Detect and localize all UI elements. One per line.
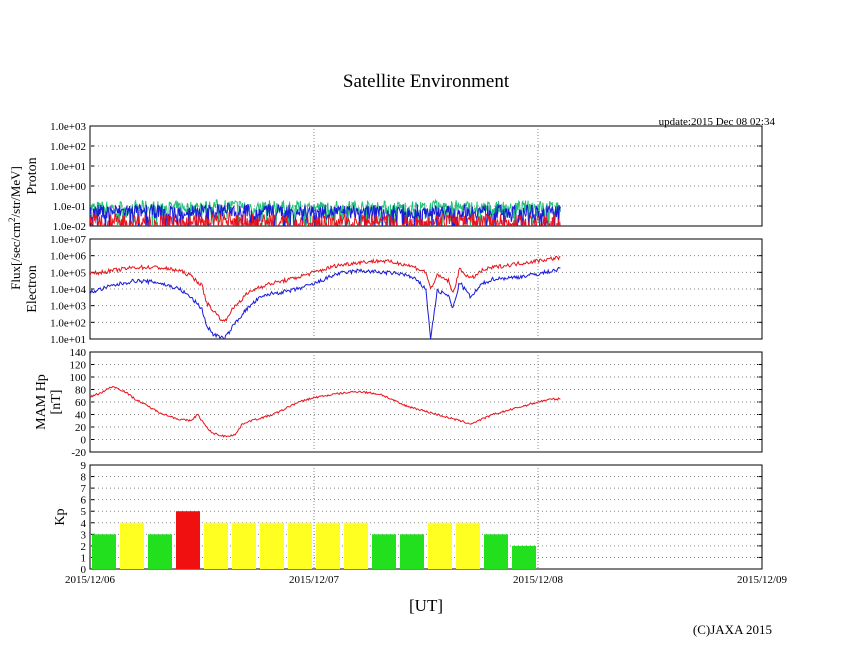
mam_hp-ytick-label: 20: [75, 422, 87, 434]
kp-ytick-label: 3: [81, 529, 87, 541]
proton-ytick-label: 1.0e+01: [50, 161, 86, 173]
kp-bar: [484, 534, 508, 569]
mam_hp-ytick-label: 60: [75, 397, 87, 409]
kp-bar: [120, 522, 144, 569]
flux-label-tail: /str/MeV]: [8, 166, 23, 217]
kp-bar: [316, 522, 340, 569]
x-tick-label: 2015/12/08: [513, 574, 564, 586]
kp-ytick-label: 2: [81, 541, 87, 553]
mam_hp-ylabel-unit: [nT]: [49, 390, 64, 415]
kp-ytick-label: 5: [81, 506, 87, 518]
electron-series-red: [90, 255, 561, 322]
copyright: (C)JAXA 2015: [693, 622, 772, 637]
proton-ytick-label: 1.0e-02: [53, 221, 86, 233]
mam_hp-ytick-label: 80: [75, 385, 87, 397]
kp-bar: [148, 534, 172, 569]
kp-bar: [428, 522, 452, 569]
mam_hp-ytick-label: 120: [70, 360, 87, 372]
x-tick-label: 2015/12/07: [289, 574, 340, 586]
electron-ytick-label: 1.0e+01: [50, 334, 86, 346]
kp-ytick-label: 9: [81, 460, 87, 472]
electron-ytick-label: 1.0e+05: [50, 267, 86, 279]
update-timestamp: update:2015 Dec 08 02:34: [659, 116, 776, 128]
electron-ytick-label: 1.0e+07: [50, 234, 86, 246]
kp-ytick-label: 7: [81, 483, 87, 495]
mam_hp-ytick-label: 140: [70, 347, 87, 359]
proton-series-red: [90, 211, 561, 226]
kp-ytick-label: 8: [81, 472, 87, 484]
kp-bar: [232, 522, 256, 569]
kp-bar: [512, 545, 536, 569]
mam_hp-series-red: [90, 385, 561, 438]
proton-ytick-label: 1.0e+02: [50, 141, 86, 153]
proton-ytick-label: 1.0e-01: [53, 201, 86, 213]
electron-ytick-label: 1.0e+06: [50, 251, 86, 263]
kp-ytick-label: 0: [81, 564, 87, 576]
electron-ytick-label: 1.0e+04: [50, 284, 86, 296]
proton-ytick-label: 1.0e+00: [50, 181, 86, 193]
proton-ytick-label: 1.0e+03: [50, 121, 86, 133]
plot-layer: 1.0e-02 1.0e-01 1.0e+00 1.0e+01 1.0e+02 1.0e+…: [25, 121, 788, 586]
chart-title: Satellite Environment: [343, 71, 510, 92]
kp-bar: [456, 522, 480, 569]
electron-ytick-label: 1.0e+03: [50, 301, 86, 313]
kp-bar: [204, 522, 228, 569]
mam_hp-ytick-label: -20: [71, 447, 86, 459]
kp-ytick-label: 4: [81, 518, 87, 530]
x-tick-label: 2015/12/06: [65, 574, 116, 586]
kp-bar: [260, 522, 284, 569]
kp-bar: [344, 522, 368, 569]
kp-bar: [176, 511, 200, 569]
kp-frame: [89, 464, 763, 570]
electron-ylabel: Electron: [25, 265, 40, 312]
x-axis-label: [UT]: [409, 596, 443, 615]
kp-ylabel: Kp: [53, 508, 68, 525]
flux-axis-label: Flux[/sec/cm2/str/MeV]: [7, 166, 23, 290]
kp-ytick-label: 6: [81, 495, 87, 507]
mam_hp-ytick-label: 0: [81, 435, 87, 447]
proton-ylabel: Proton: [25, 157, 40, 194]
kp-bar: [400, 534, 424, 569]
flux-label-superscript: 2: [7, 217, 17, 222]
kp-bar: [92, 534, 116, 569]
kp-bar: [372, 534, 396, 569]
kp-bar: [288, 522, 312, 569]
mam_hp-ytick-label: 100: [70, 372, 87, 384]
mam_hp-ytick-label: 40: [75, 410, 87, 422]
x-tick-label: 2015/12/09: [737, 574, 788, 586]
mam_hp-ylabel: MAM Hp: [34, 374, 49, 430]
electron-series-blue: [90, 266, 561, 339]
kp-ytick-label: 1: [81, 552, 87, 564]
electron-ytick-label: 1.0e+02: [50, 317, 86, 329]
flux-label-main: Flux[/sec/cm: [8, 222, 23, 290]
